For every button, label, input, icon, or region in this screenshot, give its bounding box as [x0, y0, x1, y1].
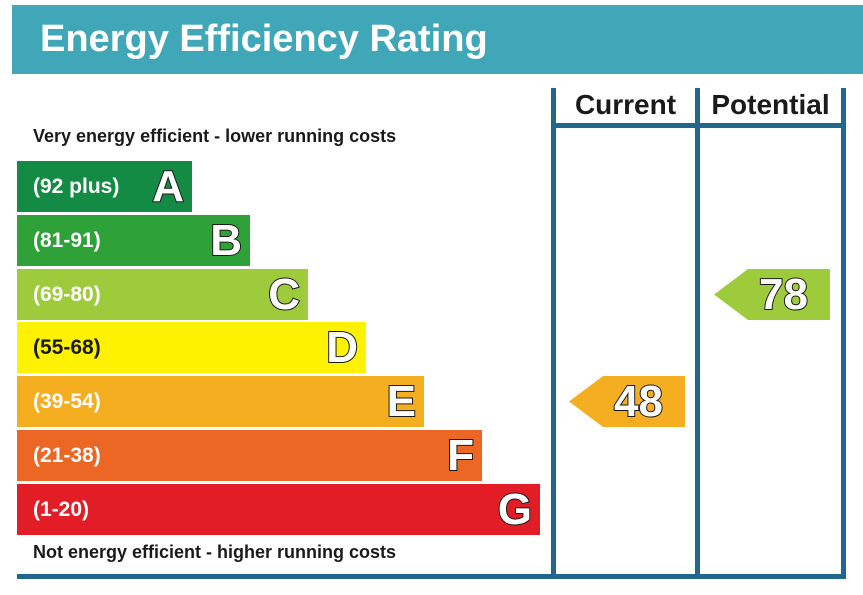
title-bar	[12, 5, 863, 74]
potential-column-header: Potential	[711, 89, 830, 120]
column-divider-right	[841, 88, 846, 577]
band-e-range: (39-54)	[33, 390, 101, 413]
current-rating-arrow: 48	[569, 376, 685, 427]
inefficient-caption: Not energy efficient - higher running co…	[33, 542, 397, 562]
header-underline	[551, 123, 846, 128]
band-g-range: (1-20)	[33, 498, 90, 521]
band-e: (39-54) E	[17, 376, 424, 427]
column-divider-middle	[695, 88, 700, 577]
page-title: Energy Efficiency Rating	[40, 18, 488, 60]
chart-baseline	[17, 574, 846, 579]
band-a-letter: A	[151, 161, 185, 212]
efficient-caption: Very energy efficient - lower running co…	[33, 126, 397, 146]
band-f-letter: F	[446, 430, 475, 481]
band-g-letter: G	[497, 484, 533, 535]
band-d: (55-68) D	[17, 322, 366, 373]
current-rating-value: 48	[613, 376, 664, 427]
band-a: (92 plus) A	[17, 161, 192, 212]
column-divider-left	[551, 88, 556, 577]
band-c: (69-80) C	[17, 269, 308, 320]
band-b-letter: B	[209, 215, 243, 266]
band-f: (21-38) F	[17, 430, 482, 481]
band-f-range: (21-38)	[33, 444, 101, 467]
band-b-range: (81-91)	[33, 229, 101, 252]
band-g: (1-20) G	[17, 484, 540, 535]
band-b: (81-91) B	[17, 215, 250, 266]
band-a-range: (92 plus)	[33, 175, 120, 198]
potential-rating-value: 78	[758, 269, 809, 320]
band-c-range: (69-80)	[33, 283, 101, 306]
current-column-header: Current	[574, 89, 677, 120]
band-d-range: (55-68)	[33, 336, 101, 359]
potential-rating-arrow: 78	[714, 269, 830, 320]
band-c-letter: C	[267, 269, 301, 320]
band-d-letter: D	[325, 322, 359, 373]
band-e-letter: E	[386, 376, 417, 427]
